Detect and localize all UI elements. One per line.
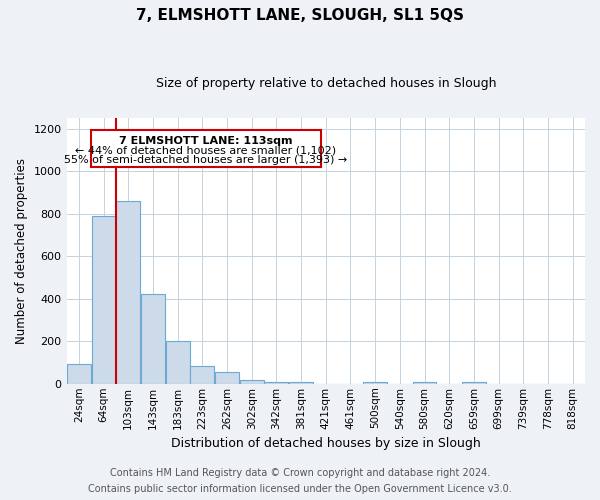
Bar (265, 382, 289, 384)
Bar (289, 382, 313, 384)
Bar (92, 216, 116, 384)
Bar (190, 366, 214, 384)
Bar (413, 382, 436, 384)
FancyBboxPatch shape (91, 130, 321, 167)
Text: 7 ELMSHOTT LANE: 113sqm: 7 ELMSHOTT LANE: 113sqm (119, 136, 293, 145)
Bar (116, 201, 140, 384)
Text: Contains HM Land Registry data © Crown copyright and database right 2024.: Contains HM Land Registry data © Crown c… (110, 468, 490, 477)
Bar (462, 382, 486, 384)
X-axis label: Distribution of detached houses by size in Slough: Distribution of detached houses by size … (171, 437, 481, 450)
Text: ← 44% of detached houses are smaller (1,102): ← 44% of detached houses are smaller (1,… (76, 146, 337, 156)
Bar (67, 364, 91, 384)
Title: Size of property relative to detached houses in Slough: Size of property relative to detached ho… (155, 78, 496, 90)
Bar (215, 372, 239, 384)
Bar (141, 294, 165, 384)
Text: Contains public sector information licensed under the Open Government Licence v3: Contains public sector information licen… (88, 484, 512, 494)
Text: 7, ELMSHOTT LANE, SLOUGH, SL1 5QS: 7, ELMSHOTT LANE, SLOUGH, SL1 5QS (136, 8, 464, 22)
Bar (240, 380, 263, 384)
Y-axis label: Number of detached properties: Number of detached properties (15, 158, 28, 344)
Bar (166, 342, 190, 384)
Text: 55% of semi-detached houses are larger (1,393) →: 55% of semi-detached houses are larger (… (64, 156, 347, 166)
Bar (363, 382, 387, 384)
